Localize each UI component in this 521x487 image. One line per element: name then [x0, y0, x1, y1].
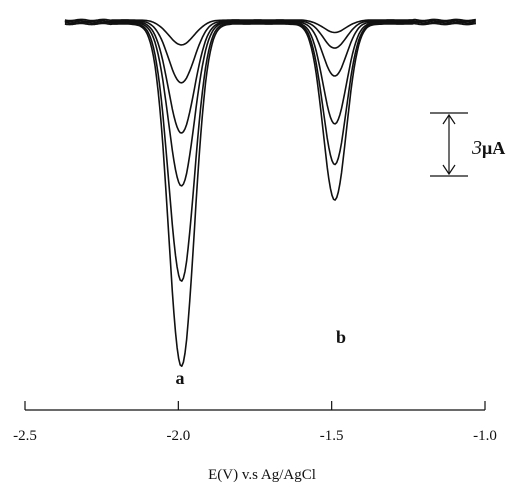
x-axis-title: E(V) v.s Ag/AgCl [208, 467, 316, 483]
x-tick-label: -2.5 [13, 428, 37, 444]
voltammogram-curve [64, 20, 476, 134]
x-axis-ticks: -2.5 -2.0 -1.5 -1.0 [13, 401, 497, 444]
peak-label-b: b [336, 327, 346, 347]
scale-bar-unit: μA [482, 138, 505, 158]
scale-bar-label: 3μA [471, 137, 505, 159]
peak-label-a: a [176, 368, 185, 388]
scale-bar-arrow-up [442, 113, 456, 125]
scale-bar: 3μA [430, 112, 505, 177]
x-tick-label: -1.5 [320, 428, 344, 444]
voltammogram-curve [64, 22, 476, 367]
x-tick-label: -2.0 [166, 428, 190, 444]
scale-bar-number: 3 [471, 137, 482, 159]
voltammogram-curve [64, 21, 476, 282]
x-tick-label: -1.0 [473, 428, 497, 444]
curve-group [64, 18, 476, 367]
voltammogram-curve [64, 21, 476, 187]
voltammogram-curve [64, 19, 476, 84]
x-axis: -2.5 -2.0 -1.5 -1.0 [13, 401, 497, 444]
scale-bar-arrow-down [442, 164, 456, 176]
